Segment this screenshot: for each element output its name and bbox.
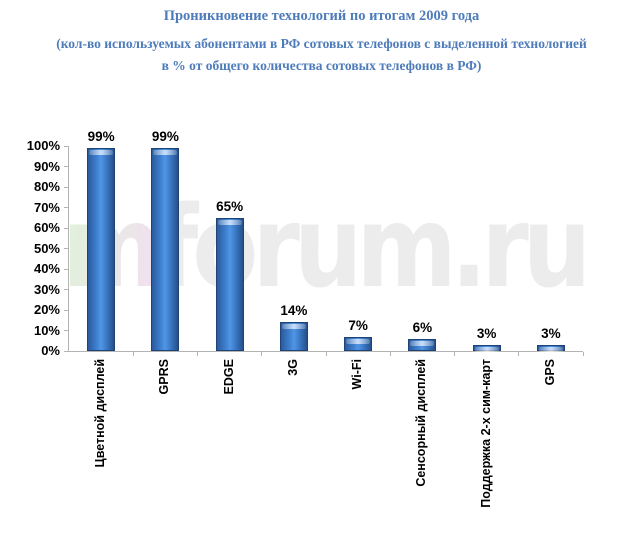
- y-tick-label: 60%: [33, 220, 60, 235]
- y-tick-label: 0%: [41, 343, 60, 358]
- bar: [408, 338, 437, 351]
- bar-value-label: 14%: [280, 303, 308, 319]
- plot-area: 99% 99% 65% 14% 7% 6% 3% 3%: [64, 129, 584, 356]
- y-axis-tick: [64, 166, 68, 167]
- category-label-text: Цветной дисплей: [93, 359, 108, 468]
- chart-subtitle-line1: (кол-во используемых абонентами в РФ сот…: [56, 36, 587, 51]
- x-axis-tick: [132, 352, 134, 356]
- y-axis-tick: [64, 207, 68, 208]
- y-axis-tick: [64, 330, 68, 331]
- category-label: GPRS: [132, 359, 196, 545]
- category-label-text: 3G: [285, 359, 300, 376]
- bar-value-label: 99%: [151, 129, 179, 145]
- chart-title: Проникновение технологий по итогам 2009 …: [163, 8, 480, 24]
- y-axis-tick: [64, 350, 68, 352]
- y-tick-label: 20%: [33, 302, 60, 317]
- bar-value-label: 99%: [87, 129, 115, 145]
- x-axis-tick: [389, 352, 391, 356]
- bar-value-label: 65%: [216, 198, 244, 214]
- x-axis-tick: [197, 352, 198, 356]
- category-label-text: Поддержка 2-х сим-карт: [478, 359, 493, 508]
- bar: [344, 336, 373, 351]
- bar-value-label: 3%: [541, 325, 561, 341]
- y-axis-tick: [64, 227, 68, 229]
- category-label-text: GPRS: [157, 359, 172, 395]
- x-axis-tick: [582, 352, 584, 356]
- y-axis-tick: [64, 248, 68, 249]
- x-axis-tick: [325, 352, 327, 356]
- category-label-text: GPS: [542, 359, 557, 386]
- x-axis-tick: [454, 352, 455, 356]
- category-label: Wi-Fi: [325, 359, 389, 545]
- category-label: GPS: [518, 359, 582, 545]
- bar: [279, 322, 308, 351]
- bar-value-label: 7%: [348, 317, 368, 333]
- y-tick-label: 80%: [33, 179, 60, 194]
- bar: [87, 148, 116, 351]
- category-label: Поддержка 2-х сим-карт: [454, 359, 518, 545]
- y-axis-tick: [64, 268, 68, 270]
- category-label-text: Wi-Fi: [350, 359, 365, 390]
- category-label-text: Сенсорный дисплей: [414, 359, 429, 487]
- category-label: Сенсорный дисплей: [389, 359, 453, 545]
- category-label: Цветной дисплей: [68, 359, 132, 545]
- y-axis-tick: [64, 186, 68, 188]
- y-axis-tick: [64, 145, 68, 147]
- bar: [536, 344, 565, 353]
- y-axis-tick: [64, 309, 68, 311]
- category-label: EDGE: [197, 359, 261, 545]
- category-label: 3G: [261, 359, 325, 545]
- bar-value-label: 3%: [476, 325, 497, 341]
- x-axis-tick: [261, 352, 263, 356]
- y-tick-label: 50%: [33, 240, 60, 256]
- x-axis-tick: [518, 352, 520, 356]
- y-tick-label: 70%: [33, 199, 60, 215]
- y-tick-label: 10%: [33, 322, 60, 338]
- bar: [472, 344, 501, 353]
- y-tick-label: 30%: [33, 281, 60, 297]
- y-tick-label: 100%: [26, 138, 60, 153]
- chart-subtitle-line2: в % от общего количества сотовых телефон…: [161, 58, 482, 73]
- bar-value-label: 6%: [412, 319, 433, 335]
- category-label-text: EDGE: [221, 359, 236, 395]
- y-tick-label: 40%: [33, 261, 60, 276]
- bar: [151, 148, 180, 351]
- bar: [215, 217, 244, 351]
- y-tick-label: 90%: [33, 158, 60, 174]
- y-axis-tick: [64, 289, 68, 290]
